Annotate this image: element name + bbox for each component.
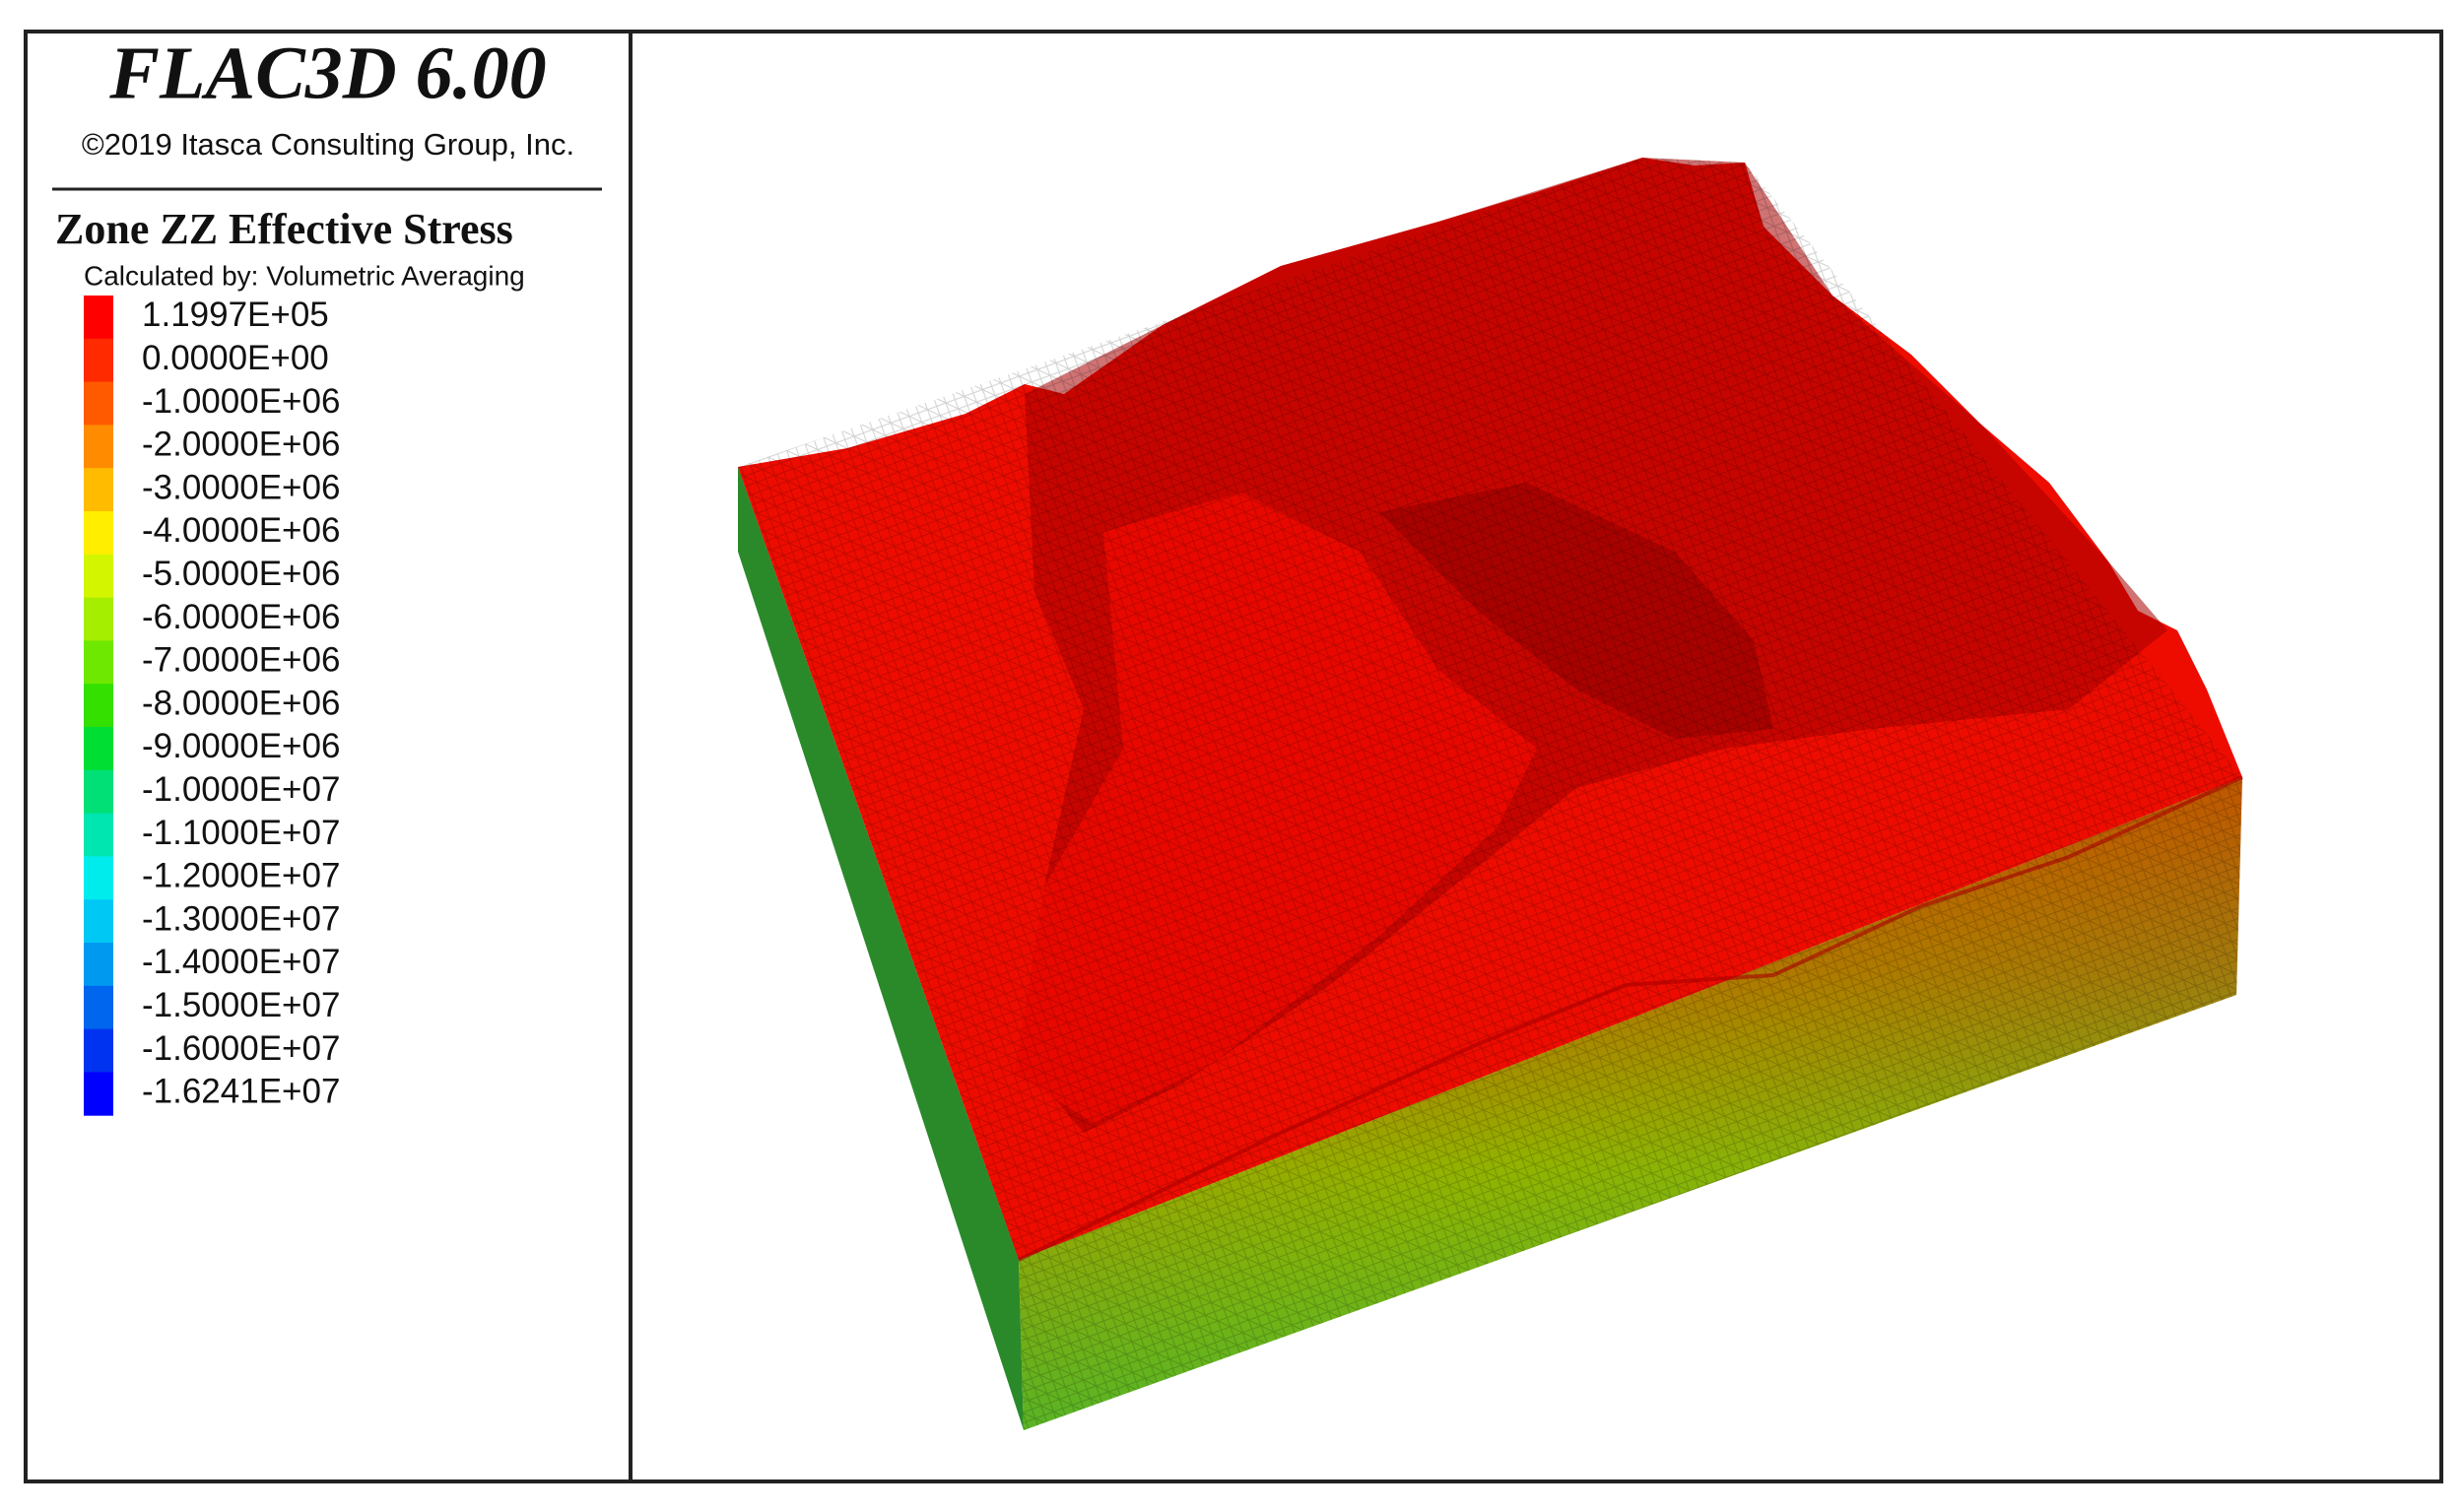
- legend-label: -1.0000E+06: [142, 382, 340, 421]
- model-left-face: [738, 467, 1024, 1430]
- legend-swatch: [84, 597, 113, 641]
- legend-label: -1.1000E+07: [142, 814, 340, 852]
- legend-swatch: [84, 769, 113, 815]
- legend-label: -1.6241E+07: [142, 1073, 340, 1111]
- legend-label: -1.5000E+07: [142, 986, 340, 1024]
- legend-swatch: [84, 899, 113, 944]
- legend-label: -1.0000E+07: [142, 770, 340, 809]
- legend-swatch: [84, 338, 113, 383]
- legend-subtitle: Calculated by: Volumetric Averaging: [84, 260, 525, 291]
- legend: 1.1997E+05 0.0000E+00 -1.0000E+06 -2.0000E+…: [84, 296, 340, 1116]
- legend-swatch: [84, 727, 113, 771]
- app-title: FLAC3D 6.00: [108, 32, 546, 114]
- legend-label: -7.0000E+06: [142, 641, 340, 680]
- legend-label: -6.0000E+06: [142, 598, 340, 636]
- legend-swatch: [84, 554, 113, 599]
- legend-swatch: [84, 468, 113, 512]
- legend-swatch: [84, 943, 113, 987]
- legend-label: -9.0000E+06: [142, 727, 340, 765]
- legend-label: -1.6000E+07: [142, 1029, 340, 1068]
- legend-swatch: [84, 813, 113, 857]
- legend-swatch: [84, 684, 113, 728]
- legend-swatch: [84, 640, 113, 685]
- legend-label: -3.0000E+06: [142, 468, 340, 506]
- legend-title: Zone ZZ Effective Stress: [55, 205, 513, 253]
- legend-label: -4.0000E+06: [142, 511, 340, 550]
- legend-swatch: [84, 856, 113, 900]
- copyright: ©2019 Itasca Consulting Group, Inc.: [82, 127, 574, 162]
- legend-swatch: [84, 381, 113, 426]
- legend-label: -1.2000E+07: [142, 857, 340, 895]
- legend-label: 1.1997E+05: [142, 296, 329, 334]
- legend-label: -2.0000E+06: [142, 426, 340, 464]
- model-3d: [738, 158, 2243, 1430]
- legend-swatch: [84, 1028, 113, 1073]
- legend-label: -1.3000E+07: [142, 899, 340, 938]
- model-top-mesh: [738, 158, 2242, 1260]
- model-ridge: [1018, 775, 2243, 1262]
- legend-label: -5.0000E+06: [142, 555, 340, 593]
- legend-swatch: [84, 296, 113, 340]
- legend-swatch: [84, 1072, 113, 1116]
- model-front-mesh: [1019, 777, 2242, 1430]
- legend-swatch: [84, 985, 113, 1030]
- legend-swatch: [84, 511, 113, 556]
- legend-swatch: [84, 425, 113, 469]
- legend-label: -1.4000E+07: [142, 943, 340, 981]
- legend-label: -8.0000E+06: [142, 684, 340, 722]
- legend-label: 0.0000E+00: [142, 339, 329, 377]
